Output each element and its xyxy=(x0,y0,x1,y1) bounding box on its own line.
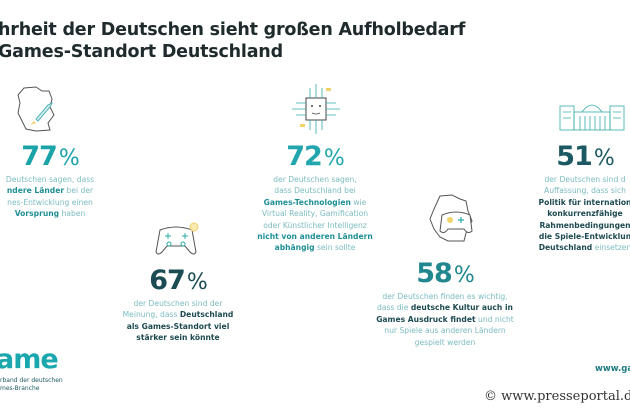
stat-77: 77% Deutschen sagen, dass ndere Länder b… xyxy=(0,142,150,220)
stat-description: der Deutschen sind der Meinung, dass Deu… xyxy=(122,299,234,343)
reichstag-building-icon xyxy=(559,104,625,131)
germany-gamepad-icon xyxy=(429,194,473,242)
headline-line-2: Games-Standort Deutschland xyxy=(0,42,283,62)
stat-percentage: 58% xyxy=(416,258,474,289)
logo-subtitle: rband der deutschen mes-Branche xyxy=(0,377,63,392)
stat-percentage: 51% xyxy=(556,141,614,172)
stat-percentage: 67% xyxy=(149,265,207,296)
website-link[interactable]: www.ga xyxy=(595,364,630,374)
stat-percentage: 77% xyxy=(21,141,79,172)
stat-67: 67% der Deutschen sind der Meinung, dass… xyxy=(78,266,278,344)
stat-description: der Deutschen sagen, dass Deutschland be… xyxy=(257,175,373,253)
stat-58: 58% der Deutschen finden es wichtig, das… xyxy=(345,259,545,348)
stat-description: der Deutschen finden es wichtig, dass di… xyxy=(376,292,514,347)
presseportal-watermark: © www.presseportal.de xyxy=(484,389,630,404)
ai-chip-icon xyxy=(292,84,340,134)
stat-description: Deutschen sagen, dass ndere Länder bei d… xyxy=(5,175,95,219)
stat-51: 51% der Deutschen sind d Auffassung, das… xyxy=(500,142,630,254)
stat-description: der Deutschen sind d Auffassung, dass si… xyxy=(538,175,630,253)
stat-percentage: 72% xyxy=(286,141,344,172)
germany-rocket-icon xyxy=(17,86,55,132)
headline-line-1: hrheit der Deutschen sieht großen Aufhol… xyxy=(0,20,466,40)
game-logo: ame xyxy=(0,344,59,375)
gamepad-icon xyxy=(155,222,199,255)
stat-72: 72% der Deutschen sagen, dass Deutschlan… xyxy=(215,142,415,254)
